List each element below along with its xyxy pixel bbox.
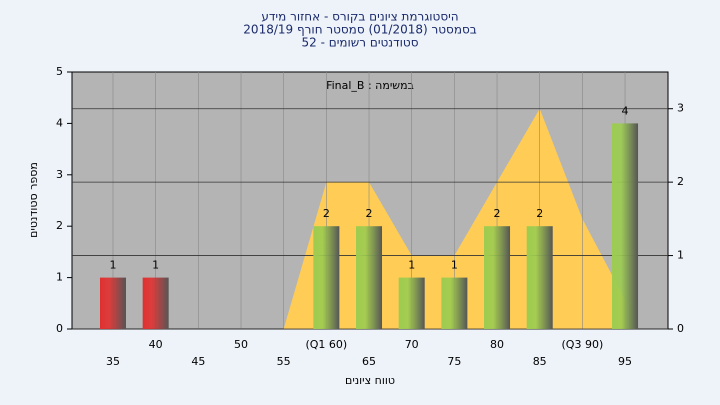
y-tick-label: 0	[56, 322, 63, 335]
annotation: במשימה : Final_B	[326, 79, 414, 92]
x-tick-label: 80	[490, 338, 504, 351]
x-tick-label: 45	[191, 355, 205, 368]
y-tick-label: 5	[56, 65, 63, 78]
y-tick-label: 2	[56, 219, 63, 232]
bar	[441, 277, 468, 329]
chart-subtitle: סטודנטים רשומים - 52	[301, 36, 418, 50]
x-tick-label: (Q3 90)	[562, 338, 604, 351]
bar	[612, 123, 639, 330]
x-tick-label: 85	[533, 355, 547, 368]
value-label: 1	[110, 259, 117, 272]
bar	[356, 226, 383, 329]
bar	[100, 277, 126, 329]
bar	[142, 277, 169, 329]
value-label: 2	[494, 207, 501, 220]
x-axis-label: טווח ציונים	[345, 374, 395, 387]
y-tick-label: 1	[56, 271, 63, 284]
x-tick-label: 55	[277, 355, 291, 368]
x-tick-label: 95	[618, 355, 632, 368]
bar	[313, 226, 340, 329]
y-tick-label: 3	[56, 168, 63, 181]
y-axis-label: מספר סטודנטים	[27, 162, 40, 238]
chart-title: היסטוגרמת ציונים בקורס - אחזור מידע	[261, 10, 458, 24]
x-tick-label: 75	[447, 355, 461, 368]
x-tick-label: (Q1 60)	[305, 338, 347, 351]
bar	[526, 226, 553, 329]
value-label: 1	[152, 259, 159, 272]
y2-tick-label: 2	[677, 175, 684, 188]
y2-tick-label: 3	[677, 102, 684, 115]
bar	[484, 226, 511, 329]
value-label: 4	[622, 104, 629, 117]
value-label: 1	[451, 259, 458, 272]
y2-tick-label: 1	[677, 249, 684, 262]
y-tick-label: 4	[56, 116, 63, 129]
x-tick-label: 35	[106, 355, 120, 368]
value-label: 2	[323, 207, 330, 220]
value-label: 2	[366, 207, 373, 220]
x-tick-label: 70	[405, 338, 419, 351]
chart-subtitle: בסמסטר (01/2018) סמסטר חורף 2018/19	[243, 23, 476, 37]
value-label: 2	[536, 207, 543, 220]
bar	[398, 277, 425, 329]
x-tick-label: 40	[149, 338, 163, 351]
x-tick-label: 50	[234, 338, 248, 351]
value-label: 1	[408, 259, 415, 272]
y2-tick-label: 0	[677, 322, 684, 335]
x-tick-label: 65	[362, 355, 376, 368]
